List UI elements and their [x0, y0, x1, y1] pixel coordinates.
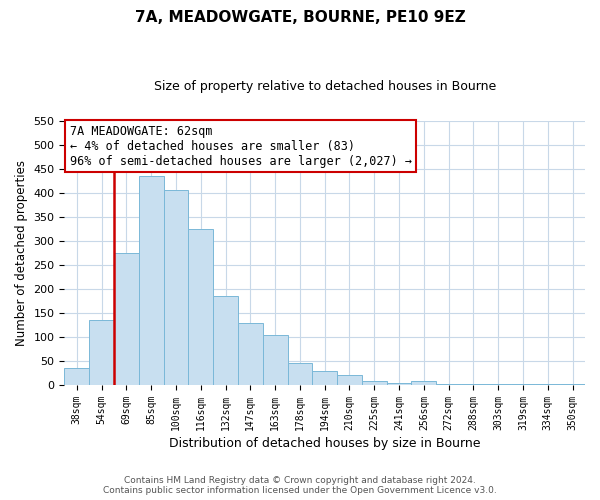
Bar [412, 381, 436, 385]
X-axis label: Distribution of detached houses by size in Bourne: Distribution of detached houses by size … [169, 437, 481, 450]
Bar [139, 176, 164, 385]
Text: 7A MEADOWGATE: 62sqm
← 4% of detached houses are smaller (83)
96% of semi-detach: 7A MEADOWGATE: 62sqm ← 4% of detached ho… [70, 124, 412, 168]
Bar [511, 384, 535, 385]
Bar [287, 364, 313, 385]
Bar [337, 376, 362, 385]
Bar [238, 322, 263, 385]
Bar [535, 384, 560, 385]
Y-axis label: Number of detached properties: Number of detached properties [15, 160, 28, 346]
Bar [64, 368, 89, 385]
Bar [313, 370, 337, 385]
Bar [89, 320, 114, 385]
Bar [461, 384, 486, 385]
Bar [436, 384, 461, 385]
Bar [263, 334, 287, 385]
Bar [114, 253, 139, 385]
Bar [560, 384, 585, 385]
Bar [362, 381, 386, 385]
Text: 7A, MEADOWGATE, BOURNE, PE10 9EZ: 7A, MEADOWGATE, BOURNE, PE10 9EZ [134, 10, 466, 25]
Text: Contains HM Land Registry data © Crown copyright and database right 2024.
Contai: Contains HM Land Registry data © Crown c… [103, 476, 497, 495]
Title: Size of property relative to detached houses in Bourne: Size of property relative to detached ho… [154, 80, 496, 93]
Bar [164, 190, 188, 385]
Bar [486, 384, 511, 385]
Bar [213, 296, 238, 385]
Bar [188, 229, 213, 385]
Bar [386, 382, 412, 385]
